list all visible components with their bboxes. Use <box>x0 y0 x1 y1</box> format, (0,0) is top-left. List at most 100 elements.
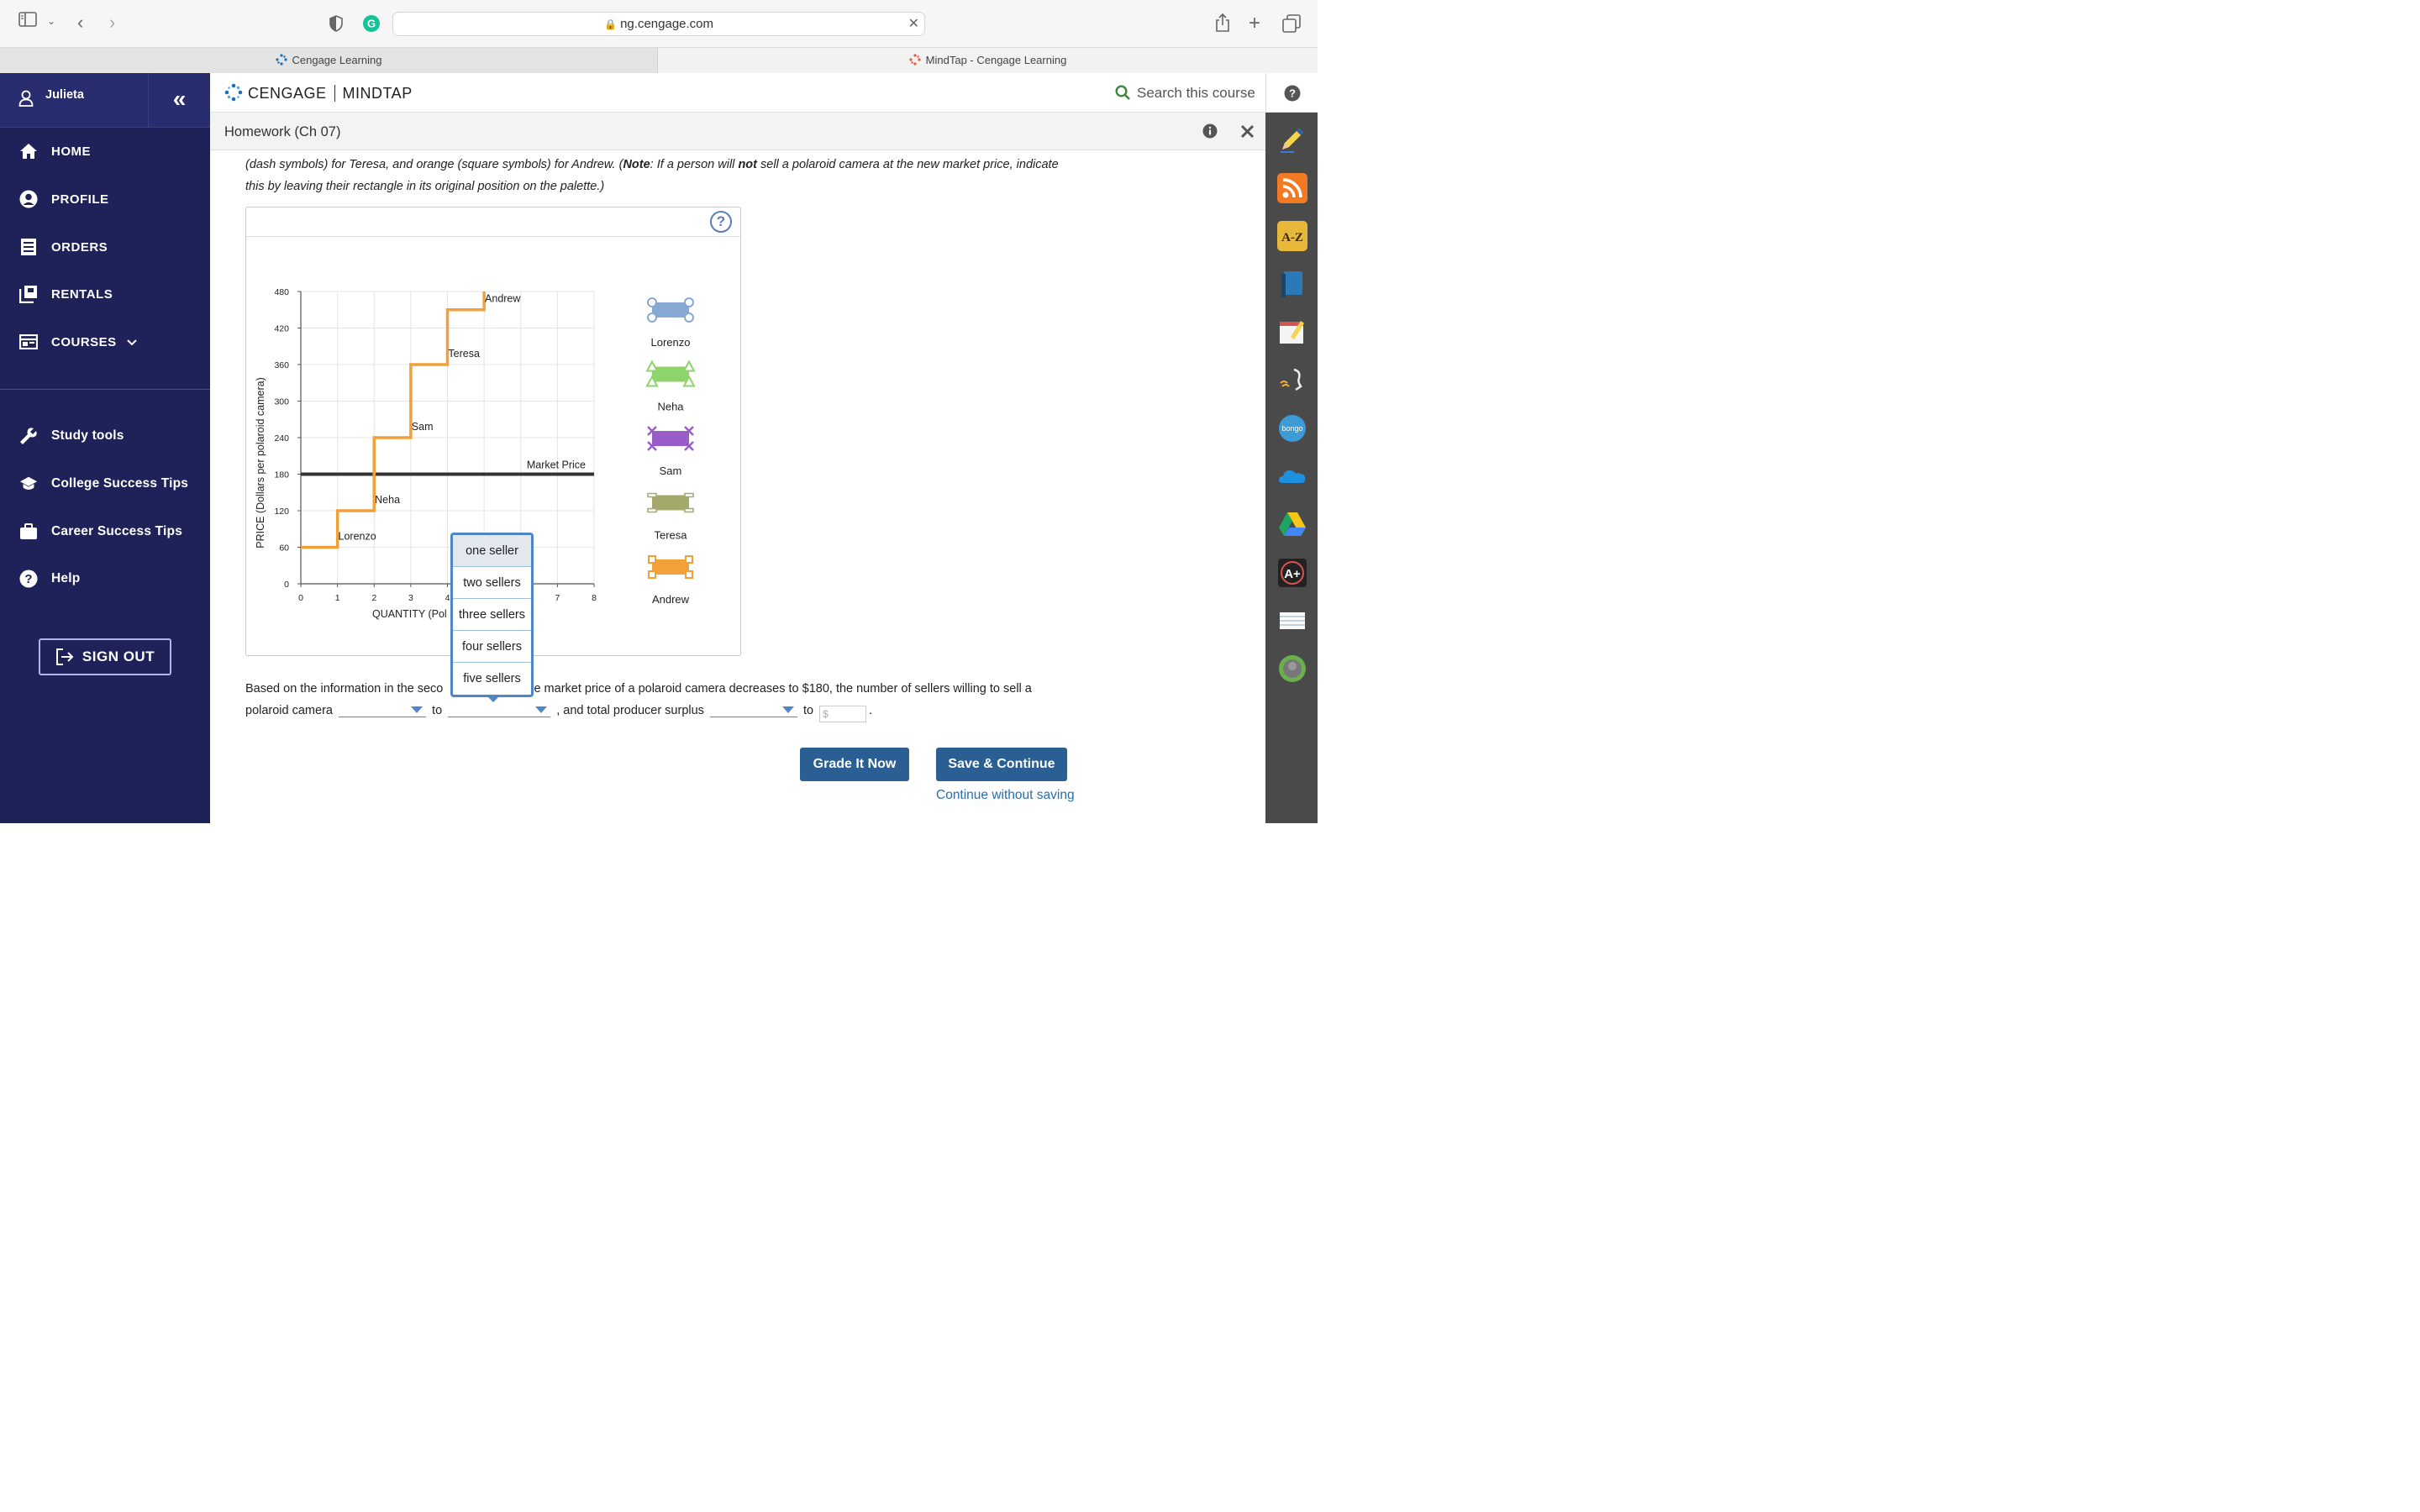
share-icon[interactable] <box>1215 13 1230 37</box>
profile-icon <box>19 190 38 208</box>
x-tick-label: 3 <box>408 593 413 603</box>
dropdown-option[interactable]: one seller <box>453 535 531 567</box>
forward-icon[interactable]: › <box>109 12 116 33</box>
x-tick-label: 4 <box>445 593 450 603</box>
course-search[interactable]: Search this course <box>1115 85 1255 102</box>
svg-text:G: G <box>367 18 376 30</box>
tab-mindtap[interactable]: MindTap - Cengage Learning <box>658 48 1318 73</box>
grammarly-icon[interactable]: G <box>362 14 381 38</box>
palette-shape <box>652 302 689 318</box>
sellers-before-select[interactable] <box>339 701 427 717</box>
chevron-down-icon <box>126 335 137 349</box>
dropdown-option[interactable]: two sellers <box>453 567 531 599</box>
palette-shape <box>652 495 689 511</box>
google-drive-icon[interactable] <box>1277 509 1307 539</box>
svg-text:?: ? <box>24 572 32 586</box>
palette-shape <box>648 570 656 579</box>
y-axis-label: PRICE (Dollars per polaroid camera) <box>255 377 266 549</box>
nav-label: RENTALS <box>51 286 113 302</box>
producer-surplus-input[interactable]: $ <box>819 706 867 722</box>
grade-it-now-button[interactable]: Grade It Now <box>800 748 909 781</box>
y-tick-label: 360 <box>274 360 289 370</box>
mindtap-logo-icon <box>909 54 921 66</box>
instruction-emphasis: not <box>738 158 757 171</box>
tab-label: Cengage Learning <box>292 54 382 66</box>
nav-orders[interactable]: ORDERS <box>0 230 210 264</box>
palette-shape: Sam <box>660 465 682 477</box>
readspeaker-icon[interactable] <box>1277 365 1307 395</box>
svg-text:A+: A+ <box>1284 567 1301 581</box>
question-fragment: Based on the information in the seco <box>245 682 444 696</box>
sidebar-toggle-icon[interactable] <box>18 12 37 32</box>
aplus-icon[interactable]: A+ <box>1277 558 1307 588</box>
tabs-overview-icon[interactable] <box>1282 14 1301 38</box>
search-placeholder: Search this course <box>1137 85 1255 101</box>
nav-study-tools[interactable]: Study tools <box>0 419 210 453</box>
y-tick-label: 420 <box>274 324 289 334</box>
dropdown-option[interactable]: three sellers <box>453 599 531 631</box>
nav-help[interactable]: ? Help <box>0 562 210 596</box>
glossary-icon[interactable]: A-Z <box>1277 221 1307 251</box>
tab-cengage-learning[interactable]: Cengage Learning <box>0 48 658 73</box>
home-icon <box>19 142 38 160</box>
nav-label: COURSES <box>51 334 117 349</box>
nav-college-success-tips[interactable]: College Success Tips <box>0 467 210 501</box>
palette-shape <box>647 426 657 436</box>
dropdown-option[interactable]: four sellers <box>453 631 531 663</box>
seller-label: Neha <box>375 494 400 506</box>
page-title: Homework (Ch 07) <box>224 124 341 139</box>
palette-shape <box>684 312 694 323</box>
palette-item-teresa[interactable]: Teresa <box>647 492 694 542</box>
palette-shape <box>684 492 694 498</box>
info-icon[interactable] <box>1202 123 1218 139</box>
chevron-down-icon[interactable]: ⌄ <box>47 15 56 27</box>
instruction-note-label: Note <box>623 158 650 171</box>
sign-out-button[interactable]: SIGN OUT <box>39 638 171 675</box>
palette-item-sam[interactable]: Sam <box>647 426 694 477</box>
save-continue-button[interactable]: Save & Continue <box>936 748 1067 781</box>
user-menu[interactable]: Julieta <box>0 73 149 128</box>
nav-label: College Success Tips <box>51 476 189 491</box>
continue-without-saving-link[interactable]: Continue without saving <box>936 788 1075 802</box>
nav-home[interactable]: HOME <box>0 134 210 168</box>
shield-icon[interactable] <box>329 15 343 37</box>
close-icon[interactable]: ✕ <box>908 17 919 31</box>
y-tick-label: 0 <box>284 580 289 590</box>
sellers-after-select[interactable] <box>448 701 551 717</box>
surplus-change-select[interactable] <box>709 701 797 717</box>
back-icon[interactable]: ‹ <box>77 12 84 33</box>
palette-item-lorenzo[interactable]: Lorenzo <box>647 297 694 349</box>
address-bar[interactable]: 🔒 ng.cengage.com ✕ <box>392 12 925 36</box>
nav-rentals[interactable]: RENTALS <box>0 277 210 311</box>
graph-help-button[interactable]: ? <box>710 211 732 233</box>
nav-courses[interactable]: COURSES <box>0 325 210 359</box>
nav-career-success-tips[interactable]: Career Success Tips <box>0 515 210 549</box>
dropdown-option[interactable]: five sellers <box>463 672 521 685</box>
palette-shape <box>684 297 694 307</box>
brand-logo[interactable]: CENGAGE MINDTAP <box>224 83 413 102</box>
search-icon <box>1115 85 1130 100</box>
notes-icon[interactable] <box>1277 317 1307 347</box>
palette-shape <box>682 375 696 387</box>
new-tab-icon[interactable]: + <box>1249 12 1261 34</box>
nav-label: PROFILE <box>51 192 109 207</box>
help-icon[interactable]: ? <box>1284 85 1301 102</box>
palette-item-andrew[interactable]: Andrew <box>648 555 693 606</box>
notebook-icon[interactable] <box>1277 606 1307 636</box>
close-icon[interactable] <box>1240 124 1255 139</box>
nav-profile[interactable]: PROFILE <box>0 182 210 216</box>
pencil-icon[interactable] <box>1277 124 1307 155</box>
onedrive-icon[interactable] <box>1277 461 1307 491</box>
book-icon[interactable] <box>1277 269 1307 299</box>
profile-avatar-icon[interactable] <box>1277 654 1307 684</box>
rss-icon[interactable] <box>1277 173 1307 203</box>
user-icon <box>18 90 34 107</box>
activity-title-bar: Homework (Ch 07) <box>210 113 1265 150</box>
brand-cengage: CENGAGE <box>248 85 327 102</box>
nav-label: Career Success Tips <box>51 524 183 538</box>
briefcase-icon <box>19 522 38 541</box>
palette-item-neha[interactable]: Neha <box>645 360 696 413</box>
collapse-sidebar-button[interactable]: « <box>149 73 210 128</box>
app-dock: A-Z bongo A+ <box>1265 113 1318 823</box>
bongo-icon[interactable]: bongo <box>1277 413 1307 444</box>
